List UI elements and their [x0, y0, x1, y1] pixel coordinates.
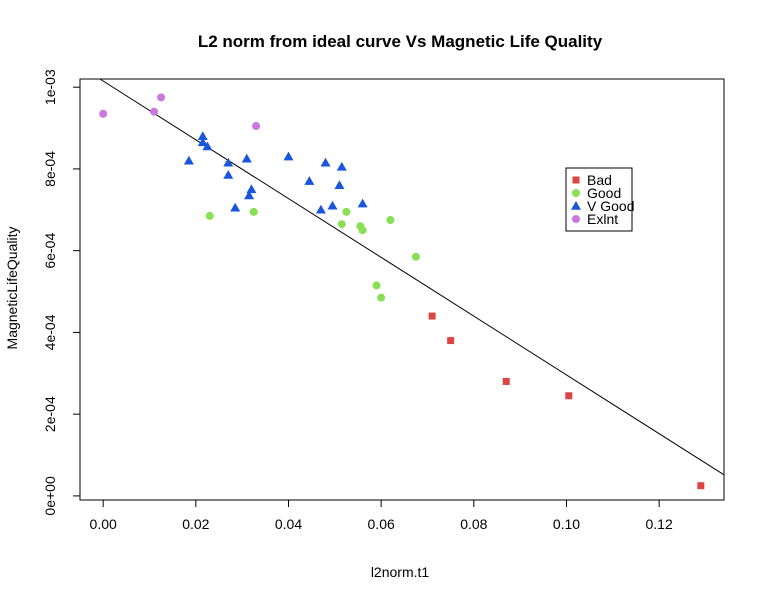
y-axis: 0e+00 2e-04 4e-04 6e-04 8e-04 1e-03 — [42, 69, 81, 516]
legend-label-good: Good — [587, 185, 621, 201]
legend-item-v-good: V Good — [571, 198, 634, 214]
data-point-exlnt — [99, 109, 108, 118]
legend-item-exlnt: Exlnt — [572, 211, 618, 227]
data-point-bad — [428, 312, 436, 320]
data-point-v-good — [327, 200, 338, 210]
data-point-good — [249, 207, 258, 216]
x-tick-label: 0.08 — [460, 516, 487, 532]
data-point-good — [358, 226, 367, 235]
data-point-v-good — [197, 131, 208, 140]
data-point-good — [342, 207, 351, 216]
legend-marker-v-good — [571, 201, 581, 210]
data-point-good — [377, 293, 386, 302]
legend-label-exlnt: Exlnt — [587, 211, 618, 227]
data-point-v-good — [315, 204, 326, 214]
data-point-v-good — [223, 157, 234, 167]
data-point-exlnt — [157, 93, 166, 102]
data-point-v-good — [334, 180, 345, 190]
legend-label-v-good: V Good — [587, 198, 634, 214]
points-layer — [99, 93, 705, 490]
x-tick-label: 0.10 — [553, 516, 580, 532]
legend-marker-good — [572, 189, 580, 197]
data-point-v-good — [202, 141, 213, 151]
data-point-v-good — [241, 153, 252, 163]
data-point-good — [337, 220, 346, 229]
legend-marker-bad — [572, 176, 580, 184]
y-tick-label: 1e-03 — [42, 69, 58, 105]
data-point-good — [411, 252, 420, 261]
data-point-bad — [565, 392, 573, 400]
legend-item-good: Good — [572, 185, 621, 201]
data-point-bad — [502, 377, 510, 385]
data-point-v-good — [223, 170, 234, 179]
series-bad — [428, 312, 705, 490]
data-point-v-good — [283, 151, 294, 161]
x-axis: 0.00 0.02 0.04 0.06 0.08 0.10 0.12 — [90, 499, 673, 532]
data-point-v-good — [320, 157, 331, 167]
series-good — [205, 207, 420, 302]
x-tick-label: 0.06 — [368, 516, 395, 532]
data-point-v-good — [357, 198, 368, 208]
series-v-good — [183, 131, 368, 214]
x-axis-label: l2norm.t1 — [371, 564, 430, 580]
data-point-v-good — [336, 161, 347, 171]
data-point-good — [372, 281, 381, 290]
data-point-exlnt — [252, 122, 261, 131]
chart-title: L2 norm from ideal curve Vs Magnetic Lif… — [198, 32, 603, 51]
data-point-v-good — [197, 137, 208, 147]
series-exlnt — [99, 93, 261, 131]
data-point-good — [386, 216, 395, 225]
data-point-v-good — [183, 155, 194, 165]
data-point-good — [205, 211, 214, 220]
y-axis-label: MagneticLifeQuality — [4, 227, 20, 350]
data-point-exlnt — [150, 107, 159, 116]
legend-item-bad: Bad — [572, 172, 612, 188]
x-tick-label: 0.02 — [182, 516, 209, 532]
data-point-v-good — [304, 176, 315, 185]
data-point-bad — [697, 482, 705, 490]
y-tick-label: 2e-04 — [42, 396, 58, 432]
x-tick-label: 0.12 — [646, 516, 673, 532]
y-tick-label: 6e-04 — [42, 233, 58, 269]
data-point-bad — [447, 337, 455, 345]
legend-marker-exlnt — [572, 215, 580, 223]
data-point-v-good — [244, 190, 255, 200]
x-tick-label: 0.00 — [90, 516, 117, 532]
x-tick-label: 0.04 — [275, 516, 302, 532]
data-point-v-good — [230, 202, 241, 212]
legend-label-bad: Bad — [587, 172, 612, 188]
y-tick-label: 4e-04 — [42, 314, 58, 350]
y-tick-label: 0e+00 — [42, 476, 58, 516]
y-tick-label: 8e-04 — [42, 151, 58, 187]
data-point-v-good — [246, 184, 257, 194]
